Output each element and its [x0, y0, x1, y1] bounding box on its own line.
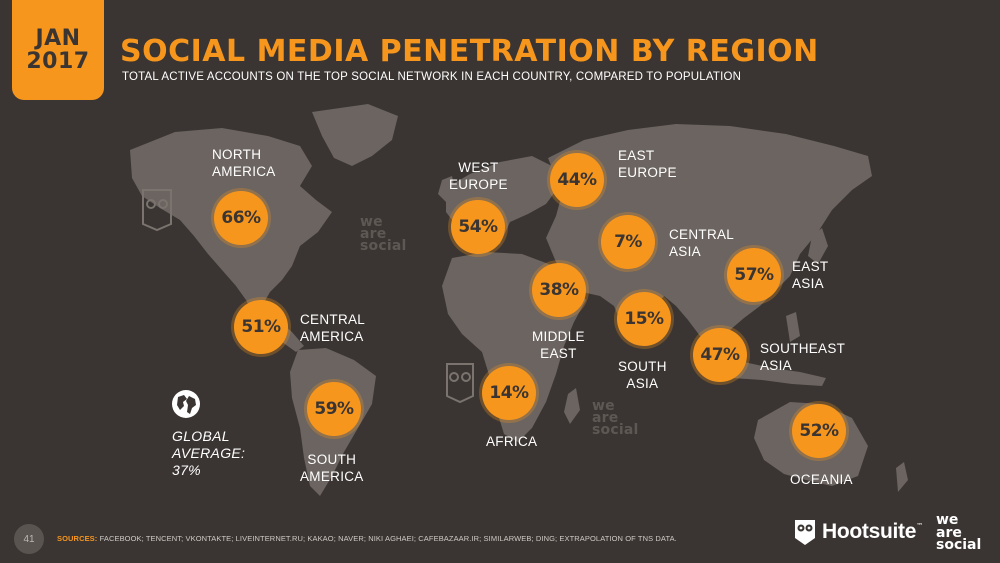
- value-bubble-central-asia: 7%: [601, 215, 655, 269]
- value-bubble-west-europe: 54%: [451, 200, 505, 254]
- greenland-shape: [312, 104, 398, 166]
- region-label-africa: AFRICA: [486, 434, 538, 449]
- region-label-west-europe: WEST EUROPE: [449, 160, 508, 192]
- trademark-symbol: ™: [916, 522, 924, 530]
- philippines-shape: [786, 312, 800, 342]
- badge-month: JAN: [35, 25, 81, 51]
- value-bubble-oceania: 52%: [792, 404, 846, 458]
- region-label-middle-east: MIDDLE EAST: [532, 329, 585, 361]
- region-label-central-asia: CENTRAL ASIA: [669, 227, 735, 259]
- value-bubble-east-europe: 44%: [550, 153, 604, 207]
- badge-year: 2017: [26, 49, 90, 74]
- global-average: GLOBAL AVERAGE: 37%: [172, 428, 246, 478]
- watermark-text: we are social: [592, 398, 639, 438]
- asia-shape: [546, 124, 872, 342]
- sources-text: SOURCES: FACEBOOK; TENCENT; VKONTAKTE; L…: [57, 534, 677, 543]
- value-bubble-south-asia: 15%: [617, 292, 671, 346]
- page-title: SOCIAL MEDIA PENETRATION BY REGION: [120, 34, 819, 69]
- value-bubble-north-america: 66%: [214, 191, 268, 245]
- region-label-central-america: CENTRAL AMERICA: [300, 312, 366, 344]
- value-bubble-southeast-asia: 47%: [693, 328, 747, 382]
- owl-watermark-icon: [142, 189, 172, 232]
- region-label-south-asia: SOUTH ASIA: [618, 359, 667, 391]
- date-badge: JAN 2017: [12, 0, 104, 100]
- region-label-south-america: SOUTH AMERICA: [300, 452, 364, 484]
- hootsuite-logo: Hootsuite ™: [793, 518, 923, 546]
- hootsuite-wordmark: Hootsuite: [822, 520, 917, 543]
- owl-watermark-icon: [446, 363, 474, 404]
- new-zealand-shape: [896, 462, 908, 492]
- page-number: 41: [14, 524, 44, 554]
- owl-logo-icon: [795, 520, 815, 545]
- region-label-east-europe: EAST EUROPE: [618, 148, 677, 180]
- uk-shape: [438, 176, 456, 202]
- page-subtitle: TOTAL ACTIVE ACCOUNTS ON THE TOP SOCIAL …: [122, 71, 742, 83]
- value-bubble-middle-east: 38%: [532, 263, 586, 317]
- region-label-southeast-asia: SOUTHEAST ASIA: [760, 341, 846, 373]
- value-bubble-central-america: 51%: [234, 300, 288, 354]
- value-bubble-east-asia: 57%: [727, 248, 781, 302]
- madagascar-shape: [564, 388, 580, 424]
- we-are-social-logo: we are social: [936, 512, 982, 553]
- globe-icon: [172, 390, 200, 418]
- region-label-north-america: NORTH AMERICA: [212, 147, 276, 179]
- watermark-text: we are social: [360, 214, 407, 254]
- region-label-east-asia: EAST ASIA: [792, 259, 829, 291]
- japan-shape: [808, 228, 828, 264]
- value-bubble-south-america: 59%: [307, 382, 361, 436]
- value-bubble-africa: 14%: [482, 366, 536, 420]
- region-label-oceania: OCEANIA: [790, 472, 853, 487]
